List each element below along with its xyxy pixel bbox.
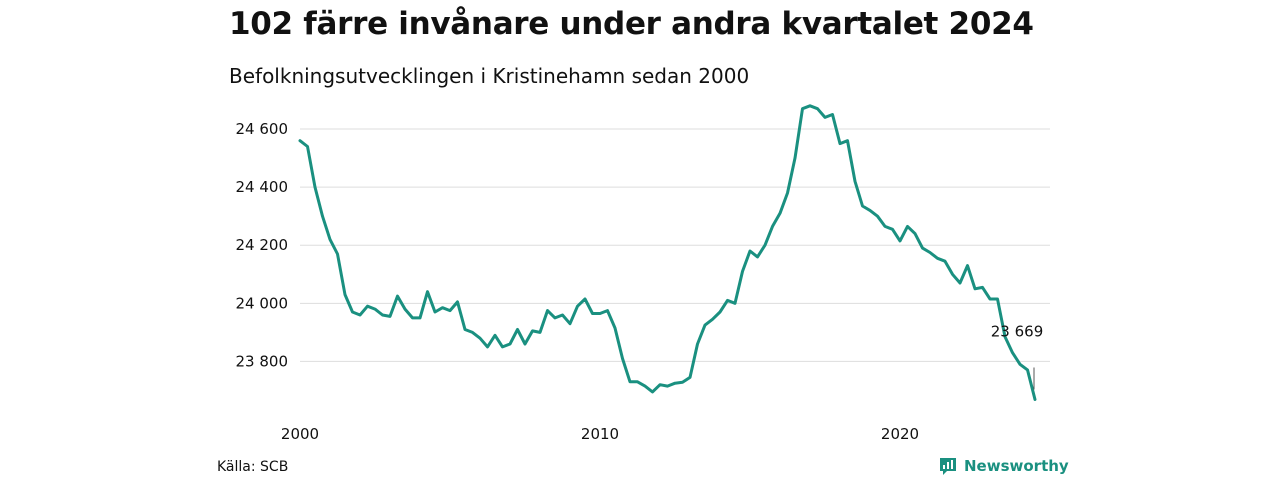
x-axis-tick-labels: 2000 2010 2020 (281, 425, 919, 443)
x-tick-label: 2010 (581, 425, 619, 443)
source-note: Källa: SCB (217, 459, 289, 475)
x-tick-label: 2020 (881, 425, 919, 443)
y-tick-label: 24 000 (236, 294, 289, 312)
x-tick-label: 2000 (281, 425, 319, 443)
brand-logo[interactable]: Newsworthy (938, 456, 1069, 476)
population-series-line (298, 104, 1037, 401)
chart-subtitle: Befolkningsutvecklingen i Kristinehamn s… (229, 64, 750, 88)
chart-title: 102 färre invånare under andra kvartalet… (229, 6, 1034, 42)
last-value-annotation: 23 669 (991, 322, 1044, 340)
gridlines (300, 128, 1050, 362)
y-tick-label: 23 800 (236, 352, 289, 370)
y-tick-label: 24 600 (236, 120, 289, 138)
newsworthy-logo-icon (940, 458, 956, 475)
y-tick-label: 24 400 (236, 178, 289, 196)
y-tick-label: 24 200 (236, 236, 289, 254)
brand-name: Newsworthy (964, 457, 1069, 475)
y-axis-tick-labels: 23 800 24 000 24 200 24 400 24 600 (236, 120, 289, 370)
